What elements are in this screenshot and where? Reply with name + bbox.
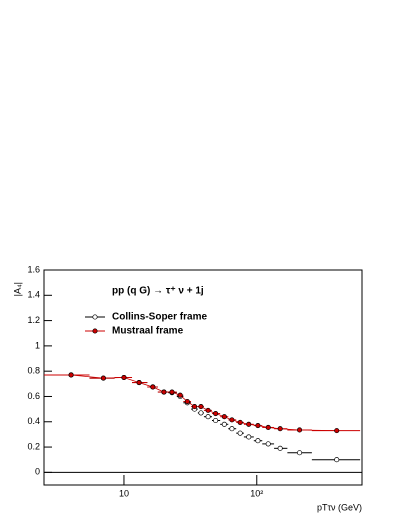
- legend-label: Collins-Soper frame: [112, 312, 207, 323]
- data-point: [277, 445, 283, 451]
- data-point: [229, 426, 235, 432]
- data-point: [297, 427, 303, 433]
- data-point: [265, 424, 271, 431]
- data-point: [191, 404, 198, 410]
- data-point: [150, 384, 156, 390]
- data-point: [136, 380, 142, 386]
- data-point: [198, 410, 204, 416]
- data-point: [205, 414, 211, 420]
- y-tick-label: 1.2: [27, 315, 40, 325]
- data-point: [265, 441, 271, 447]
- y-tick-label: 0.2: [27, 441, 40, 451]
- chart-title: pp (q G) → τ⁺ ν + 1j: [112, 286, 204, 297]
- y-tick-label: 0.6: [27, 391, 40, 401]
- legend-marker: [92, 328, 98, 334]
- data-point: [121, 374, 127, 381]
- data-point: [246, 421, 252, 427]
- data-point: [255, 438, 261, 444]
- plot-frame: [43, 269, 363, 486]
- data-point: [198, 404, 204, 410]
- x-tick-label: 10: [119, 488, 129, 498]
- data-point: [213, 410, 219, 417]
- data-point: [246, 434, 252, 440]
- y-tick-label: 1.4: [27, 290, 40, 300]
- data-point: [277, 426, 283, 432]
- y-tick-label: 0.8: [27, 366, 40, 376]
- data-point: [169, 389, 175, 395]
- data-point: [213, 417, 219, 424]
- data-point: [205, 407, 211, 413]
- data-point: [237, 430, 243, 436]
- legend-marker: [92, 314, 98, 320]
- data-point: [68, 372, 74, 378]
- data-point: [255, 423, 261, 429]
- data-point: [334, 428, 340, 434]
- data-point: [237, 419, 243, 425]
- data-point: [177, 392, 183, 398]
- y-tick-label: 1: [35, 340, 40, 350]
- y-tick-label: 0.4: [27, 416, 40, 426]
- y-tick-label: 0: [35, 467, 40, 477]
- series-line: [71, 374, 337, 432]
- x-axis-label: pTτν (GeV): [317, 502, 362, 512]
- data-point: [297, 450, 303, 456]
- data-point: [161, 389, 167, 395]
- data-point: [221, 421, 227, 427]
- data-point: [229, 417, 235, 423]
- y-axis-label: |A₄|: [12, 282, 22, 296]
- x-tick-label: 10²: [250, 488, 263, 498]
- legend-label: Mustraal frame: [112, 326, 184, 337]
- data-point: [184, 398, 190, 405]
- data-point: [221, 414, 227, 420]
- data-point: [334, 457, 340, 463]
- y-tick-label: 1.6: [27, 264, 40, 274]
- data-point: [100, 375, 106, 381]
